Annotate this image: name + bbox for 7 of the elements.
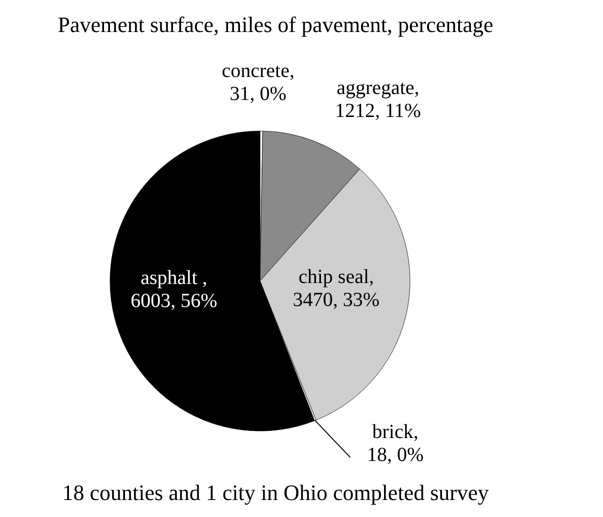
- slice-label: concrete, 31, 0%: [220, 60, 296, 106]
- slice-label: asphalt , 6003, 56%: [130, 267, 218, 314]
- slice-label: chip seal, 3470, 33%: [292, 266, 381, 312]
- chart-title: Pavement surface, miles of pavement, percentage: [58, 12, 494, 37]
- slice-label: brick, 18, 0%: [366, 421, 425, 468]
- slice-label: aggregate, 1212, 11%: [334, 77, 422, 124]
- text: 18 counties and 1 city in Ohio completed survey: [62, 480, 489, 505]
